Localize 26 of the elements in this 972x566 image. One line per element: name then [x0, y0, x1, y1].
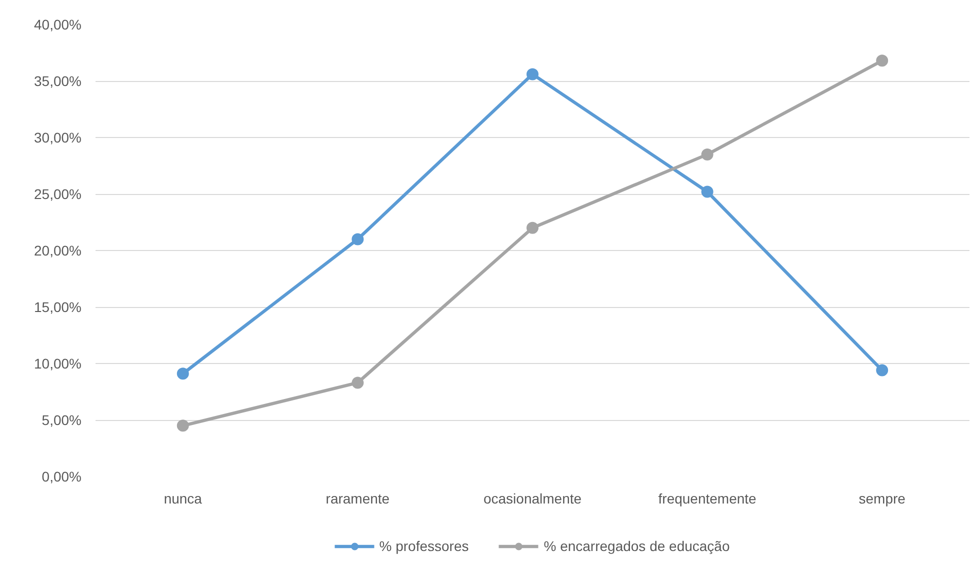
point: [876, 364, 888, 376]
point: [352, 376, 364, 389]
point: [352, 233, 364, 246]
x-tick-label: sempre: [858, 490, 906, 506]
x-tick-label: raramente: [326, 490, 390, 506]
y-tick-label: 15,00%: [34, 299, 82, 315]
point: [876, 54, 888, 67]
x-tick-label: nunca: [164, 490, 202, 506]
point: [701, 186, 714, 198]
y-tick-label: 35,00%: [34, 73, 82, 89]
y-tick-label: 30,00%: [34, 130, 82, 146]
point: [526, 68, 538, 80]
legend-label: % professores: [379, 538, 469, 554]
legend-label: % encarregados de educação: [544, 538, 730, 554]
y-tick-label: 25,00%: [34, 186, 82, 202]
point: [701, 148, 714, 160]
point: [526, 222, 538, 234]
x-tick-label: frequentemente: [658, 490, 757, 506]
point: [176, 420, 189, 432]
x-tick-label: ocasionalmente: [483, 490, 582, 506]
y-tick-label: 20,00%: [34, 242, 82, 258]
y-tick-label: 5,00%: [42, 412, 82, 428]
y-tick-label: 10,00%: [34, 356, 82, 372]
point: [176, 368, 189, 380]
y-tick-label: 0,00%: [42, 468, 82, 484]
y-tick-label: 40,00%: [34, 16, 82, 32]
